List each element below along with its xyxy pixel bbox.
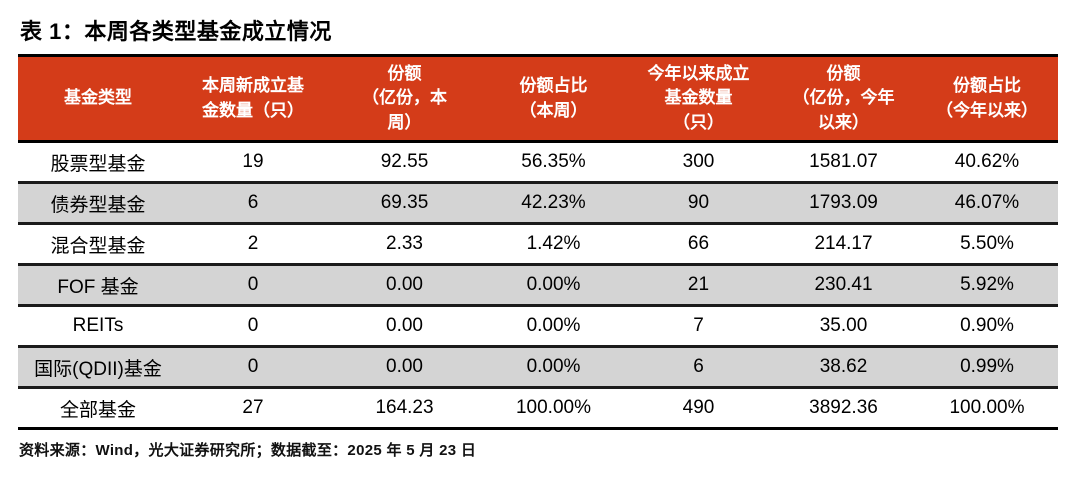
table-title: 表 1：本周各类型基金成立情况 (20, 19, 332, 44)
row-equity-funds: 股票型基金 19 92.55 56.35% 300 1581.07 40.62% (18, 141, 1058, 184)
cell: 混合型基金 (18, 223, 178, 266)
cell: 2.33 (328, 223, 481, 266)
cell: 0.00% (481, 305, 626, 348)
cell: 6 (626, 346, 771, 389)
cell: 21 (626, 264, 771, 307)
cell: 69.35 (328, 182, 481, 225)
cell: 5.50% (916, 223, 1058, 266)
cell: 0.00% (481, 264, 626, 307)
cell: 92.55 (328, 141, 481, 184)
cell: 7 (626, 305, 771, 348)
row-qdii-funds: 国际(QDII)基金 0 0.00 0.00% 6 38.62 0.99% (18, 346, 1058, 389)
cell: 19 (178, 141, 328, 184)
row-total-funds: 全部基金 27 164.23 100.00% 490 3892.36 100.0… (18, 387, 1058, 430)
row-reits: REITs 0 0.00 0.00% 7 35.00 0.90% (18, 305, 1058, 348)
cell: 38.62 (771, 346, 916, 389)
row-hybrid-funds: 混合型基金 2 2.33 1.42% 66 214.17 5.50% (18, 223, 1058, 266)
source-note: 资料来源：Wind，光大证券研究所；数据截至：2025 年 5 月 23 日 (19, 442, 477, 459)
cell: 5.92% (916, 264, 1058, 307)
cell: 100.00% (481, 387, 626, 430)
header-cell-fund-type: 基金类型 (18, 54, 178, 143)
cell: 0.00 (328, 305, 481, 348)
cell: 1.42% (481, 223, 626, 266)
cell: 0 (178, 305, 328, 348)
cell: 300 (626, 141, 771, 184)
cell: 0.00 (328, 264, 481, 307)
cell: 0.00 (328, 346, 481, 389)
cell: FOF 基金 (18, 264, 178, 307)
cell: 0 (178, 346, 328, 389)
row-bond-funds: 债券型基金 6 69.35 42.23% 90 1793.09 46.07% (18, 182, 1058, 225)
cell: 债券型基金 (18, 182, 178, 225)
cell: 股票型基金 (18, 141, 178, 184)
cell: 0 (178, 264, 328, 307)
cell: 国际(QDII)基金 (18, 346, 178, 389)
cell: 40.62% (916, 141, 1058, 184)
report-table-figure: 表 1：本周各类型基金成立情况 基金类型 本周新成立基 金数量（只） 份额 （亿… (18, 19, 1058, 459)
cell: 230.41 (771, 264, 916, 307)
cell: 90 (626, 182, 771, 225)
cell: 35.00 (771, 305, 916, 348)
header-cell-new-funds-ytd: 今年以来成立 基金数量 （只） (626, 54, 771, 143)
header-cell-new-funds-this-week: 本周新成立基 金数量（只） (178, 54, 328, 143)
fund-establishment-table: 基金类型 本周新成立基 金数量（只） 份额 （亿份，本 周） 份额占比 （本周）… (18, 54, 1058, 430)
header-cell-shares-this-week: 份额 （亿份，本 周） (328, 54, 481, 143)
cell: 0.90% (916, 305, 1058, 348)
cell: 42.23% (481, 182, 626, 225)
cell: 0.99% (916, 346, 1058, 389)
cell: 1581.07 (771, 141, 916, 184)
table-header-row: 基金类型 本周新成立基 金数量（只） 份额 （亿份，本 周） 份额占比 （本周）… (18, 54, 1058, 143)
cell: 全部基金 (18, 387, 178, 430)
cell: 100.00% (916, 387, 1058, 430)
row-fof-funds: FOF 基金 0 0.00 0.00% 21 230.41 5.92% (18, 264, 1058, 307)
cell: 66 (626, 223, 771, 266)
cell: 6 (178, 182, 328, 225)
cell: 1793.09 (771, 182, 916, 225)
cell: REITs (18, 305, 178, 348)
cell: 0.00% (481, 346, 626, 389)
header-cell-share-pct-ytd: 份额占比 （今年以来） (916, 54, 1058, 143)
cell: 490 (626, 387, 771, 430)
cell: 214.17 (771, 223, 916, 266)
cell: 27 (178, 387, 328, 430)
cell: 2 (178, 223, 328, 266)
cell: 164.23 (328, 387, 481, 430)
cell: 46.07% (916, 182, 1058, 225)
cell: 56.35% (481, 141, 626, 184)
cell: 3892.36 (771, 387, 916, 430)
header-cell-share-pct-this-week: 份额占比 （本周） (481, 54, 626, 143)
header-cell-shares-ytd: 份额 （亿份，今年 以来） (771, 54, 916, 143)
